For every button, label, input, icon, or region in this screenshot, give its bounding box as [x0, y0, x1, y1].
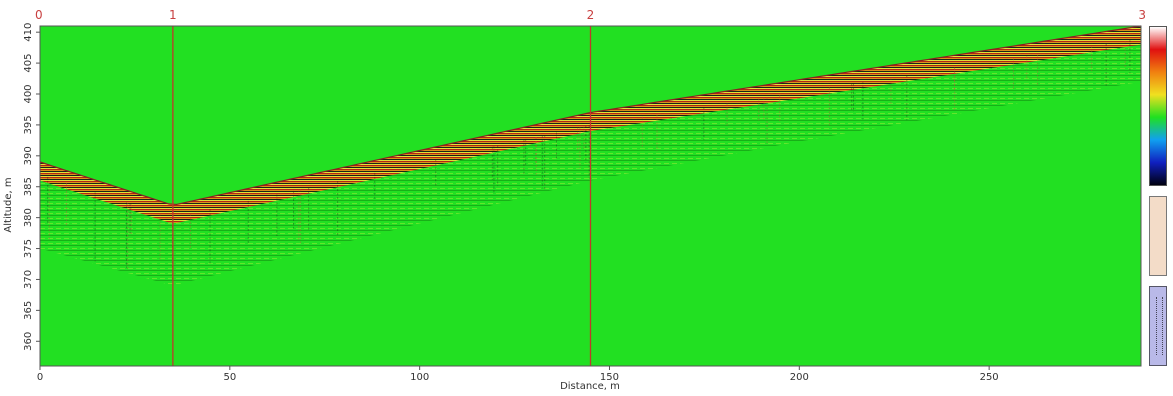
x-tick-label: 50 [223, 372, 236, 383]
x-axis: 0 50 100 150 200 250 [37, 366, 999, 383]
y-tick-label: 385 [23, 177, 34, 196]
x-tick-label: 150 [600, 372, 619, 383]
markers-layer: 0 1 2 3 [35, 8, 1146, 366]
y-tick-label: 390 [23, 146, 34, 165]
marker-label-0: 0 [35, 8, 43, 22]
scroll-handle[interactable] [1149, 286, 1167, 366]
y-axis-title: Altitude, m [3, 177, 14, 232]
y-tick-label: 395 [23, 115, 34, 134]
x-axis-title: Distance, m [560, 381, 620, 392]
plot-frame [39, 25, 1142, 367]
y-tick-label: 360 [23, 332, 34, 351]
y-tick-label: 400 [23, 84, 34, 103]
y-tick-label: 365 [23, 301, 34, 320]
x-tick-label: 0 [37, 372, 43, 383]
y-axis: 360 365 370 375 380 385 390 395 400 405 410 [23, 23, 40, 351]
marker-label-1: 1 [169, 8, 177, 22]
marker-label-3: 3 [1138, 8, 1146, 22]
y-tick-label: 405 [23, 54, 34, 73]
grip-icon [1156, 297, 1163, 355]
side-panel [1149, 196, 1167, 276]
x-tick-label: 200 [790, 372, 809, 383]
y-tick-label: 375 [23, 239, 34, 258]
y-tick-label: 370 [23, 270, 34, 289]
color-scale-bar [1149, 26, 1167, 186]
marker-label-2: 2 [587, 8, 595, 22]
y-tick-label: 380 [23, 208, 34, 227]
y-tick-label: 410 [23, 23, 34, 42]
x-tick-label: 100 [410, 372, 429, 383]
x-tick-label: 250 [980, 372, 999, 383]
